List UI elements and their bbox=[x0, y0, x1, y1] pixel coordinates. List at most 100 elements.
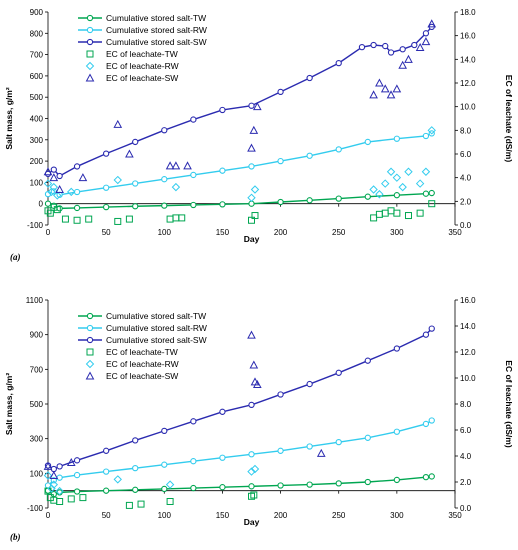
legend-label: EC of leachate-SW bbox=[106, 371, 178, 381]
series-cumulative-stored-salt-tw bbox=[44, 473, 435, 498]
panel-label: (a) bbox=[10, 252, 21, 262]
data-point bbox=[422, 132, 430, 140]
data-point bbox=[161, 485, 168, 493]
data-point bbox=[306, 481, 313, 488]
data-point bbox=[364, 478, 371, 486]
data-point bbox=[364, 138, 371, 146]
legend-marker bbox=[85, 73, 95, 82]
series-ec-of-leachate-sw bbox=[43, 19, 437, 193]
data-point bbox=[248, 451, 255, 458]
data-point bbox=[277, 447, 284, 454]
data-point bbox=[50, 166, 57, 173]
x-tick-label: 200 bbox=[274, 228, 288, 237]
data-point bbox=[113, 475, 122, 484]
y2-tick-label: 4.0 bbox=[460, 174, 472, 183]
y-tick-label: 100 bbox=[30, 469, 44, 478]
panel-label: (b) bbox=[10, 532, 21, 542]
data-point bbox=[335, 59, 342, 67]
y2-tick-label: 10.0 bbox=[460, 374, 476, 383]
data-point bbox=[387, 49, 395, 56]
data-point bbox=[369, 185, 378, 194]
y2-tick-label: 10.0 bbox=[460, 103, 476, 112]
data-point bbox=[132, 138, 139, 146]
y2-tick-label: 0.0 bbox=[460, 221, 472, 230]
data-point bbox=[277, 198, 284, 206]
data-point bbox=[172, 214, 180, 222]
data-point bbox=[190, 201, 197, 209]
data-point bbox=[358, 43, 366, 51]
y2-axis-label: EC of leachate (dS/m) bbox=[504, 360, 514, 448]
y-tick-label: 600 bbox=[30, 72, 44, 81]
y-tick-label: 300 bbox=[30, 435, 44, 444]
data-point bbox=[411, 41, 418, 49]
data-point bbox=[53, 191, 62, 200]
legend-marker bbox=[86, 336, 94, 344]
data-point bbox=[415, 42, 425, 51]
y2-tick-label: 12.0 bbox=[460, 348, 476, 357]
data-point bbox=[404, 212, 412, 220]
legend-label: Cumulative stored salt-RW bbox=[106, 323, 207, 333]
data-point bbox=[190, 458, 197, 465]
data-point bbox=[393, 135, 401, 142]
data-point bbox=[190, 116, 197, 123]
legend-label: Cumulative stored salt-TW bbox=[106, 311, 206, 321]
data-point bbox=[248, 163, 255, 170]
data-point bbox=[43, 461, 53, 470]
data-point bbox=[427, 19, 437, 28]
data-point bbox=[393, 345, 401, 352]
data-point bbox=[67, 187, 76, 197]
data-point bbox=[66, 457, 76, 466]
data-point bbox=[73, 488, 81, 495]
y2-tick-label: 6.0 bbox=[460, 426, 472, 435]
data-point bbox=[252, 102, 262, 111]
legend-marker bbox=[86, 38, 94, 46]
data-point bbox=[335, 369, 342, 376]
data-point bbox=[249, 360, 259, 369]
data-point bbox=[49, 470, 59, 479]
data-point bbox=[370, 41, 377, 49]
data-point bbox=[132, 464, 139, 472]
legend-marker bbox=[86, 50, 94, 58]
data-point bbox=[421, 37, 431, 46]
y-tick-label: 500 bbox=[30, 400, 44, 409]
data-point bbox=[44, 207, 52, 215]
data-point bbox=[247, 193, 256, 202]
data-point bbox=[171, 161, 181, 170]
y2-tick-label: 14.0 bbox=[460, 322, 476, 331]
x-tick-label: 300 bbox=[390, 228, 404, 237]
data-point bbox=[161, 461, 168, 468]
y-tick-label: 1100 bbox=[26, 296, 44, 305]
data-point bbox=[393, 428, 401, 435]
y-tick-label: 900 bbox=[30, 8, 44, 17]
data-point bbox=[183, 161, 192, 170]
data-point bbox=[249, 125, 259, 134]
data-point bbox=[219, 484, 226, 491]
y-tick-label: 800 bbox=[30, 29, 44, 38]
legend-marker bbox=[85, 371, 95, 380]
data-point bbox=[382, 42, 389, 50]
data-point bbox=[404, 167, 413, 176]
data-point bbox=[422, 420, 430, 428]
series-cumulative-stored-salt-sw bbox=[44, 23, 435, 180]
data-point bbox=[49, 480, 59, 489]
data-point bbox=[398, 60, 408, 69]
data-point bbox=[219, 167, 226, 174]
data-point bbox=[161, 176, 168, 183]
data-point bbox=[251, 212, 259, 220]
data-point bbox=[50, 465, 57, 473]
chart-panel-a: 0 50 100 150 200 250 300 350-100010020030040050… bbox=[4, 8, 514, 262]
data-point bbox=[219, 106, 226, 114]
data-point bbox=[428, 189, 435, 197]
data-point bbox=[248, 102, 255, 109]
data-point bbox=[113, 175, 122, 185]
data-point bbox=[427, 126, 436, 135]
x-tick-label: 150 bbox=[216, 511, 230, 520]
data-point bbox=[335, 195, 342, 202]
data-point bbox=[386, 90, 396, 99]
data-point bbox=[404, 54, 413, 63]
data-point bbox=[56, 474, 63, 481]
data-point bbox=[247, 330, 256, 339]
data-point bbox=[219, 201, 226, 208]
y2-tick-label: 2.0 bbox=[460, 197, 472, 206]
data-point bbox=[422, 190, 430, 197]
